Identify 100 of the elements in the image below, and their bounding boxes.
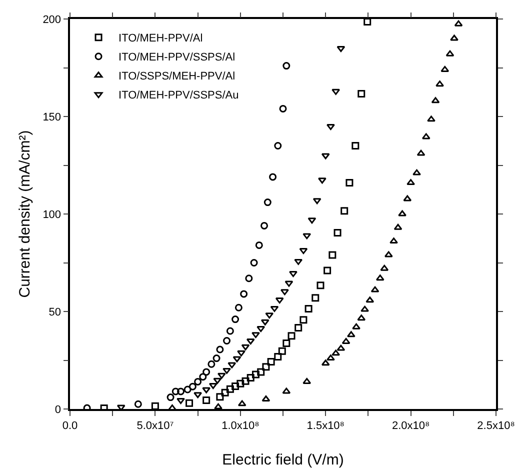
point xyxy=(202,368,210,376)
point xyxy=(166,394,174,402)
point xyxy=(265,312,274,319)
point xyxy=(294,324,302,332)
point xyxy=(194,378,202,386)
point xyxy=(255,241,263,249)
point xyxy=(318,178,326,184)
point xyxy=(208,360,216,368)
point xyxy=(380,264,389,271)
point xyxy=(352,142,360,150)
point xyxy=(340,207,348,215)
point xyxy=(151,402,159,409)
point xyxy=(269,173,277,181)
point xyxy=(284,280,294,287)
point xyxy=(282,62,290,70)
point xyxy=(302,233,312,240)
point xyxy=(245,274,253,282)
point xyxy=(312,198,322,204)
point xyxy=(212,354,220,362)
point xyxy=(406,179,416,186)
point xyxy=(228,362,236,368)
point xyxy=(257,368,265,376)
point xyxy=(416,150,426,156)
point xyxy=(240,290,248,298)
point xyxy=(299,248,308,254)
point xyxy=(403,195,412,202)
point xyxy=(267,358,275,366)
point xyxy=(278,347,286,355)
point xyxy=(194,392,202,398)
point xyxy=(412,169,421,176)
point xyxy=(302,378,312,384)
y-tick-label: 150 xyxy=(42,111,62,124)
point xyxy=(440,66,450,72)
point xyxy=(208,382,218,389)
point xyxy=(321,153,330,160)
point xyxy=(172,388,180,396)
point xyxy=(260,319,270,326)
point xyxy=(134,400,142,408)
point xyxy=(214,403,222,409)
point xyxy=(186,399,194,407)
point xyxy=(256,326,266,332)
point xyxy=(232,382,240,390)
point xyxy=(275,298,284,304)
point xyxy=(289,271,298,278)
point xyxy=(280,289,289,296)
point xyxy=(274,142,282,150)
x-tick-label: 1.0x10⁸ xyxy=(222,420,260,432)
point xyxy=(176,398,185,404)
point xyxy=(316,282,324,290)
x-tick-label: 2.5x10⁸ xyxy=(477,420,515,432)
legend-label: ITO/SSPS/MEH-PPV/Al xyxy=(118,70,236,83)
point xyxy=(242,377,250,385)
point xyxy=(250,259,258,266)
point xyxy=(450,34,458,41)
point xyxy=(213,378,222,384)
legend-label: ITO/MEH-PPV/Al xyxy=(118,32,203,45)
point xyxy=(312,294,320,302)
point xyxy=(454,20,463,26)
point xyxy=(346,179,354,187)
point xyxy=(304,305,312,313)
x-axis-title: Electric field (V/m) xyxy=(222,452,344,468)
point xyxy=(321,360,330,366)
point xyxy=(202,387,211,394)
point xyxy=(390,238,398,244)
point xyxy=(260,222,268,230)
point xyxy=(184,386,192,394)
point xyxy=(358,90,366,98)
point xyxy=(360,306,369,312)
point xyxy=(232,316,240,324)
point xyxy=(226,327,234,335)
point xyxy=(236,380,244,388)
point xyxy=(332,350,340,356)
x-tick-label: 0.0 xyxy=(62,420,78,432)
point xyxy=(346,331,356,338)
point xyxy=(282,340,290,348)
y-tick-label: 0 xyxy=(54,404,62,416)
point xyxy=(352,323,360,330)
point xyxy=(282,388,291,394)
point xyxy=(342,338,350,344)
y-tick-label: 50 xyxy=(48,306,62,318)
point xyxy=(252,370,260,378)
point xyxy=(398,210,406,216)
point xyxy=(446,50,454,56)
point xyxy=(364,19,372,26)
point xyxy=(226,385,234,393)
point xyxy=(221,388,229,396)
y-tick-label: 100 xyxy=(42,208,62,221)
point xyxy=(357,314,366,321)
point xyxy=(288,332,296,340)
point xyxy=(308,218,316,224)
point xyxy=(237,350,246,356)
point xyxy=(202,396,210,404)
point xyxy=(300,316,308,324)
point xyxy=(427,116,436,122)
x-tick-label: 2.0x10⁸ xyxy=(392,420,430,432)
point xyxy=(328,251,336,259)
point xyxy=(376,274,384,281)
point xyxy=(264,198,272,206)
point xyxy=(262,363,270,371)
legend-label: ITO/MEH-PPV/SSPS/Au xyxy=(118,90,239,102)
